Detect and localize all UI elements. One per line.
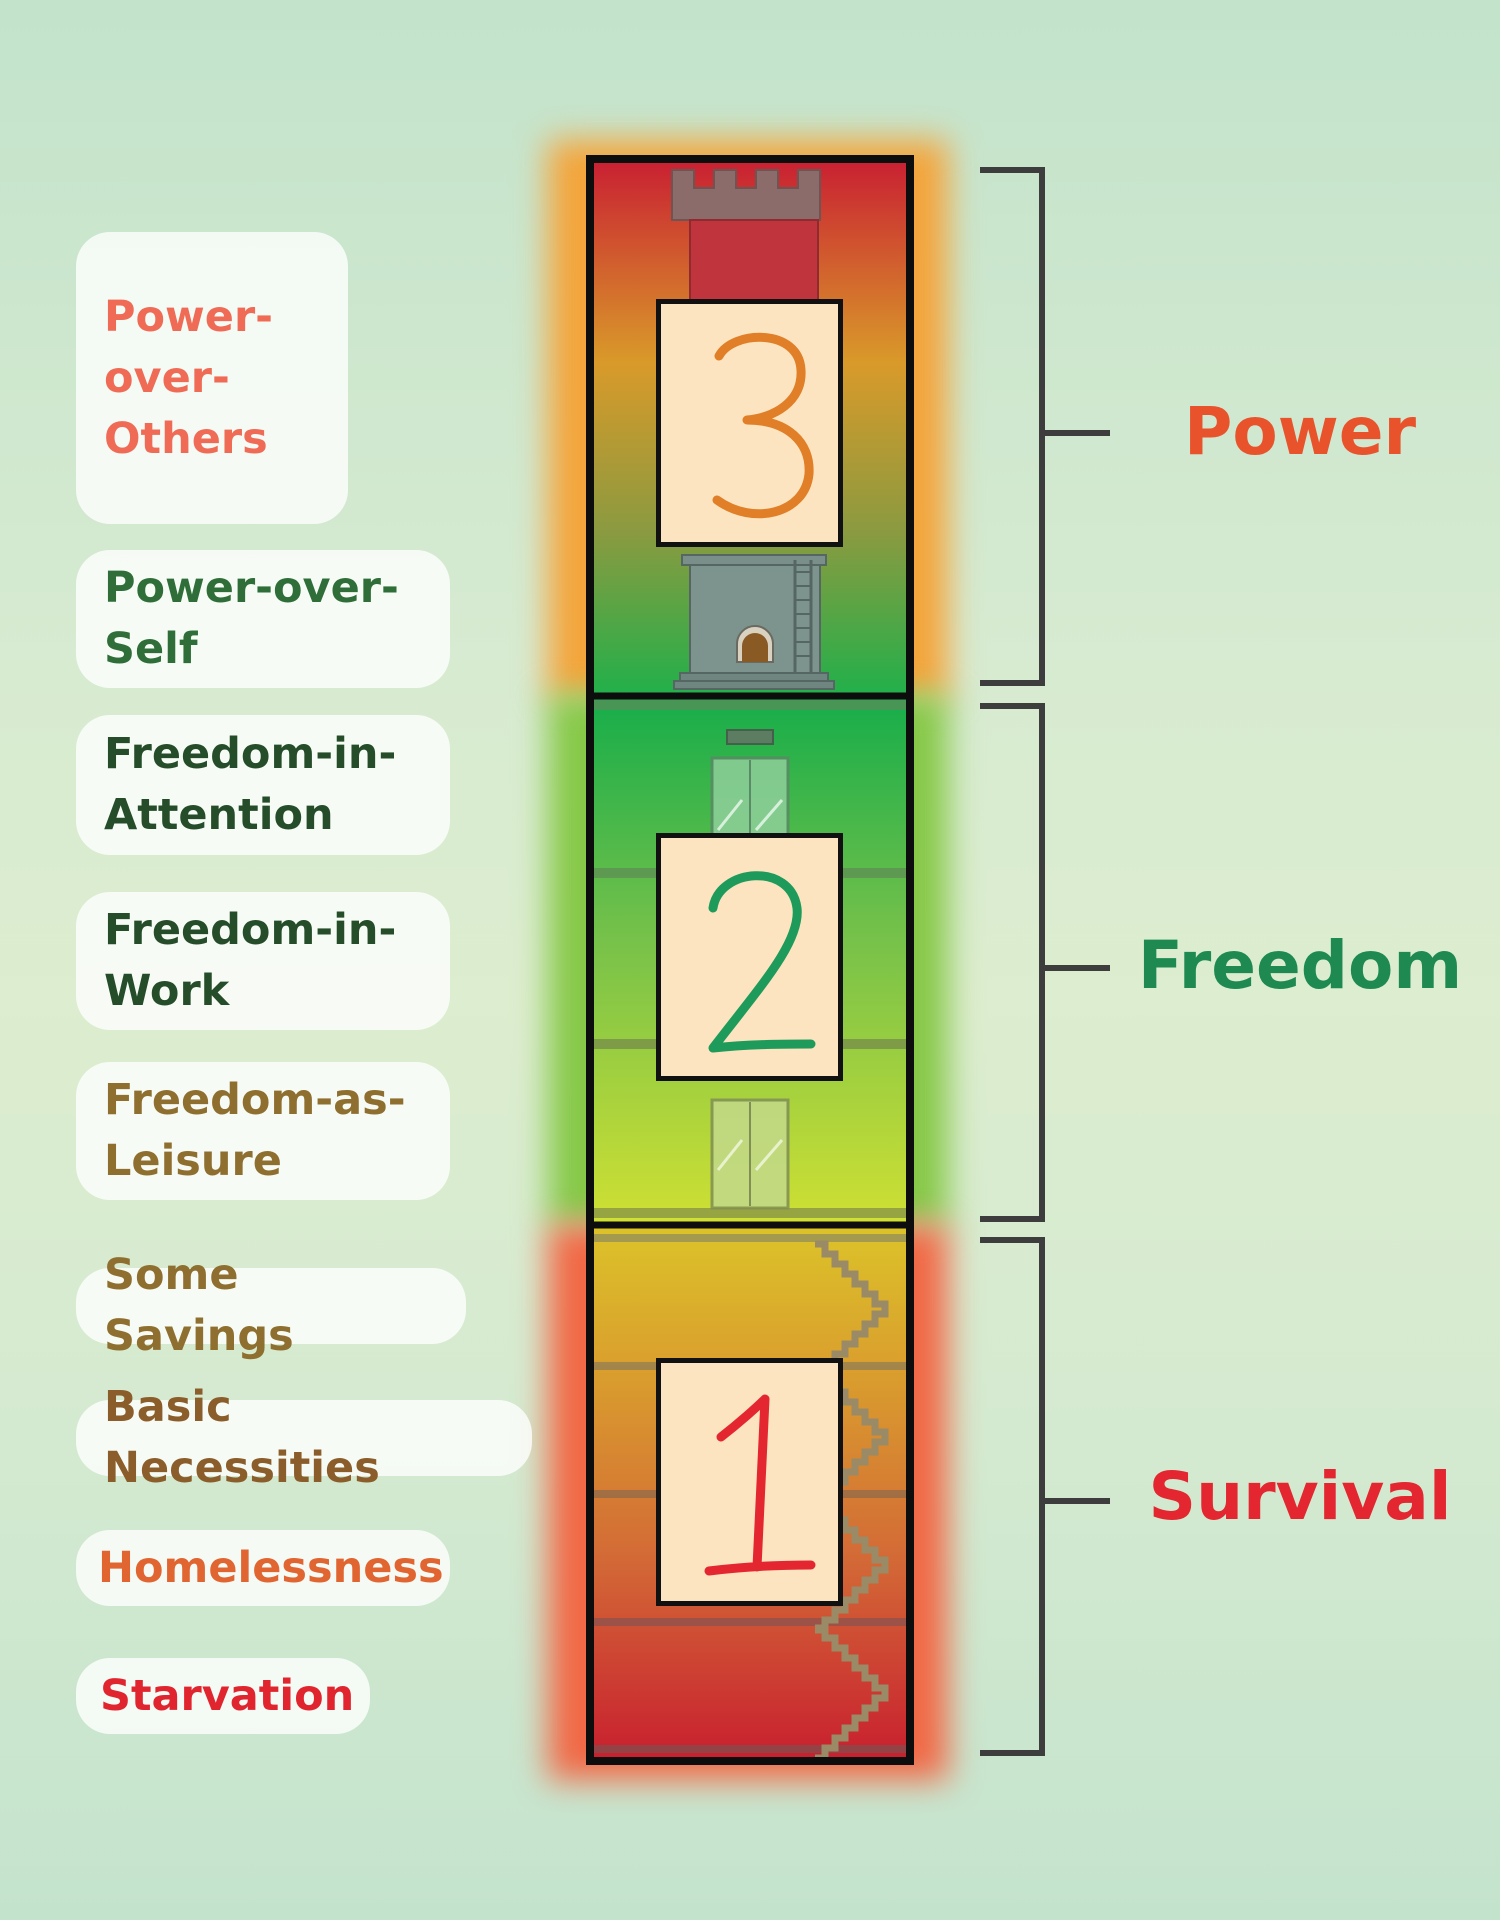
elevator-door-lower-icon (710, 1098, 790, 1210)
numeral-3-glyph (712, 332, 814, 519)
tower-outline (586, 155, 914, 1765)
level-label-starvation: Starvation (76, 1658, 370, 1734)
level-label-homelessness: Homelessness (76, 1530, 450, 1606)
level-label-freedom-as-leisure: Freedom-as- Leisure (76, 1062, 450, 1200)
freedom-bracket (980, 703, 1110, 1222)
castle-base-icon (673, 554, 835, 690)
numeral-card-2 (656, 833, 843, 1081)
power-bracket (980, 167, 1110, 686)
group-label-freedom: Freedom (1137, 927, 1463, 1004)
numeral-card-1 (656, 1358, 843, 1606)
level-label-freedom-in-work: Freedom-in- Work (76, 892, 450, 1030)
survival-bracket (980, 1237, 1110, 1756)
group-label-survival: Survival (1148, 1458, 1452, 1535)
group-label-power: Power (1184, 393, 1416, 470)
level-label-freedom-in-attention: Freedom-in- Attention (76, 715, 450, 855)
level-label-power-over-others: Power- over- Others (76, 232, 348, 524)
numeral-1-glyph (704, 1394, 816, 1576)
level-label-power-over-self: Power-over- Self (76, 550, 450, 688)
numeral-2-glyph (708, 871, 816, 1053)
castle-battlement-icon (671, 169, 821, 301)
numeral-card-3 (656, 299, 843, 547)
